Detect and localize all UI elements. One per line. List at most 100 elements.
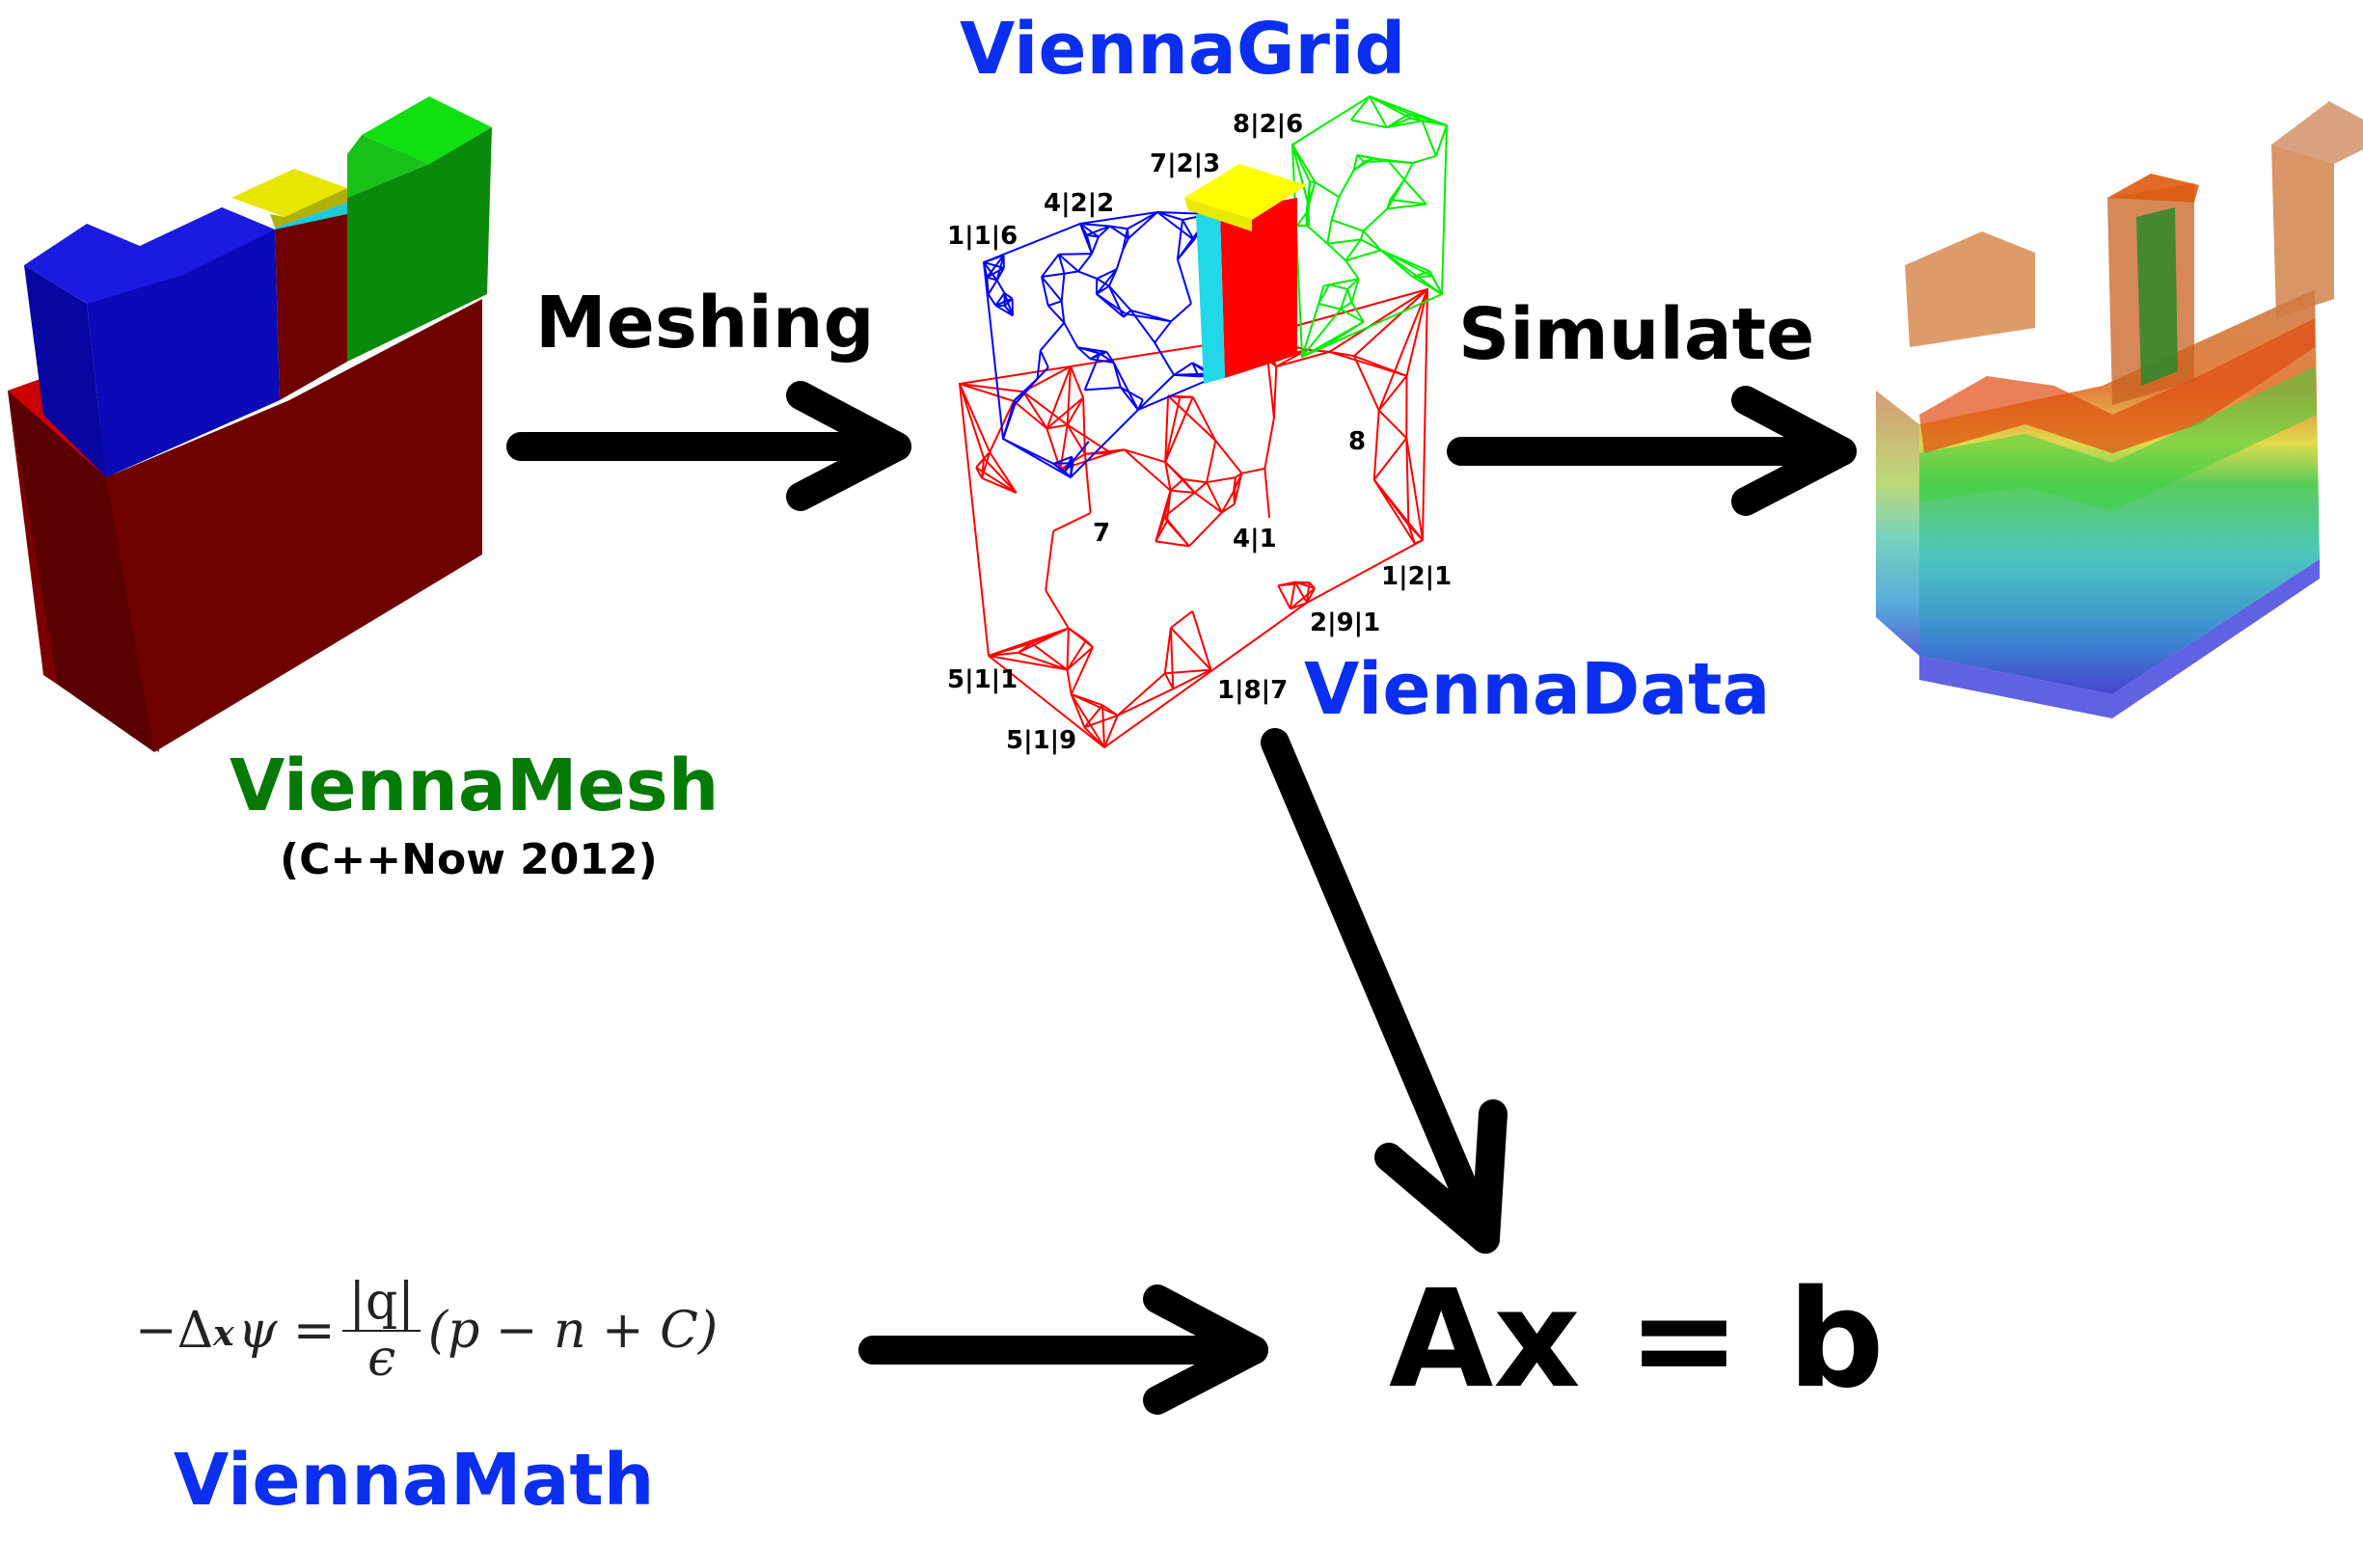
mesh-edge: [1403, 162, 1414, 180]
mesh-edge: [1046, 423, 1068, 430]
mesh-edge: [1329, 284, 1348, 290]
mesh-edge: [1407, 525, 1416, 544]
mesh-edge: [988, 655, 1068, 671]
mesh-edge: [987, 276, 997, 282]
mesh-edge: [1163, 672, 1175, 689]
mesh-edge: [1155, 540, 1190, 548]
mesh-yellow-gate: [1184, 164, 1307, 220]
mesh-edge: [981, 451, 991, 479]
mesh-edge: [1086, 233, 1100, 238]
mesh-edge: [1173, 362, 1193, 376]
mesh-edge: [1191, 396, 1217, 442]
mesh-edge: [1301, 303, 1320, 358]
mesh-edge: [1359, 230, 1365, 240]
green-block-top: [362, 96, 492, 164]
mesh-edge: [1100, 351, 1107, 355]
mesh-edge: [983, 254, 1004, 263]
mesh-edge: [1086, 225, 1111, 236]
mesh-edge: [995, 267, 1005, 282]
mesh-edge: [1346, 278, 1360, 290]
mesh-edge: [1331, 219, 1364, 232]
mesh-edge: [1191, 610, 1212, 670]
mesh-edge: [1058, 254, 1079, 273]
mesh-edge: [1170, 627, 1212, 671]
mesh-edge: [1030, 642, 1069, 671]
mesh-edge: [1405, 438, 1424, 541]
mesh-edge: [1115, 250, 1125, 270]
mesh-edge: [995, 255, 1005, 281]
mesh-edge: [987, 280, 998, 295]
simulation-result: [1876, 101, 2363, 718]
mesh-edge: [1387, 203, 1426, 210]
mesh-edge: [1387, 160, 1405, 181]
mesh-edge: [1421, 121, 1437, 157]
sim-orange-wave: [1919, 318, 2315, 453]
mesh-edge: [1194, 492, 1223, 514]
sim-bottom-edge: [1919, 559, 2320, 718]
mesh-tag: 1|1|6: [947, 222, 1019, 251]
mesh-edge: [1108, 285, 1132, 311]
mesh-edge: [1154, 320, 1172, 343]
viennadata-label: ViennaData: [1304, 648, 1771, 731]
mesh-edge: [1137, 374, 1175, 411]
tetrahedral-mesh: [958, 95, 1449, 749]
mesh-edge: [1277, 584, 1291, 609]
mesh-blue-region: [982, 210, 1219, 479]
meshing-label: Meshing: [535, 282, 875, 365]
mesh-edge: [1066, 628, 1070, 670]
mesh-edge: [1022, 391, 1069, 426]
mesh-edge: [1353, 355, 1380, 412]
mesh-tag: 8: [1348, 427, 1367, 456]
equation-rhs: (p − n + C): [427, 1302, 719, 1361]
mesh-edge: [1362, 207, 1389, 232]
mesh-tag: 7: [1093, 519, 1111, 548]
sim-gate-top: [2107, 174, 2199, 203]
mesh-edge: [1326, 219, 1333, 244]
mesh-edge: [1041, 272, 1065, 278]
mesh-edge: [1414, 539, 1424, 545]
mesh-edge: [1214, 440, 1243, 474]
mesh-edge: [1060, 301, 1066, 323]
mesh-edge: [1018, 627, 1070, 654]
mesh-edge: [1372, 410, 1380, 480]
mesh-edge: [1022, 365, 1072, 393]
mesh-edge: [1096, 268, 1118, 295]
mesh-edge: [1164, 395, 1170, 463]
mesh-edge: [1036, 366, 1049, 380]
mesh-edge: [1057, 254, 1066, 274]
mesh-edge: [1412, 275, 1433, 279]
mesh-edge: [1163, 627, 1172, 674]
mesh-edge: [1077, 253, 1093, 273]
mesh-edge: [1112, 362, 1122, 389]
mesh-edge: [975, 467, 983, 479]
mesh-edge: [1220, 491, 1235, 513]
mesh-edge: [1084, 453, 1092, 514]
mesh-edge: [1167, 394, 1216, 442]
mesh-edge: [1107, 285, 1125, 318]
mesh-edge: [1369, 95, 1411, 120]
mesh-edge: [1085, 234, 1093, 255]
mesh-edge: [1164, 462, 1172, 491]
mesh-edge: [1233, 473, 1243, 505]
mesh-edge: [1047, 305, 1066, 324]
mesh-edge: [1036, 350, 1042, 379]
mesh-edge: [1412, 154, 1437, 164]
mesh-yellow-gate-front: [1184, 198, 1252, 231]
mesh-edge: [986, 277, 990, 295]
mesh-tag: 7|2|3: [1150, 149, 1221, 178]
mesh-edge: [1360, 238, 1382, 252]
mesh-edge: [1163, 490, 1172, 517]
mesh-edge: [983, 261, 989, 278]
equation-fraction: |q| ϵ: [342, 1274, 421, 1387]
mesh-edge: [1344, 249, 1381, 262]
viennamath-label: ViennaMath: [174, 1439, 655, 1522]
mesh-edge: [1164, 396, 1182, 463]
mesh-edge: [1047, 300, 1063, 307]
mesh-edge: [1101, 705, 1105, 748]
yellow-gate-top: [231, 169, 347, 217]
mesh-edge: [1066, 639, 1087, 671]
mesh-edge: [1350, 278, 1360, 303]
mesh-edge: [959, 383, 1024, 393]
mesh-edge: [1127, 211, 1158, 240]
